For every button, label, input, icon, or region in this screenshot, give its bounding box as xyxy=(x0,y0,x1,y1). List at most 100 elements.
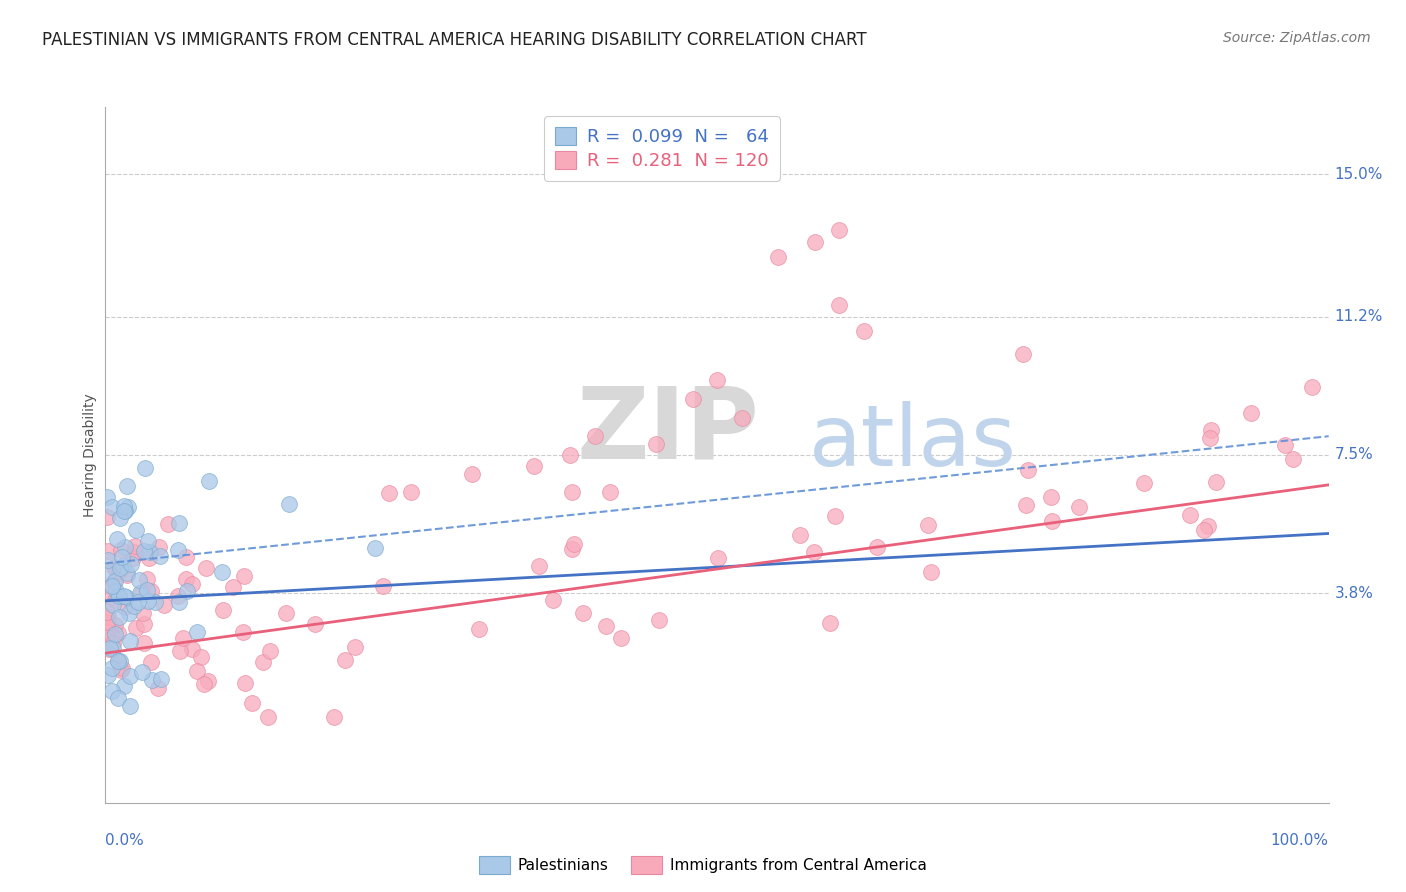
Point xyxy=(96,490,118,504)
Point xyxy=(304,617,326,632)
Point xyxy=(103,559,125,574)
Point xyxy=(527,558,550,573)
Point xyxy=(193,677,215,691)
Point xyxy=(259,644,281,658)
Point xyxy=(648,614,671,628)
Point xyxy=(112,504,135,518)
Point xyxy=(101,590,124,604)
Point xyxy=(100,579,122,593)
Point xyxy=(378,486,401,500)
Point xyxy=(768,250,790,264)
Point xyxy=(707,551,730,566)
Point xyxy=(167,516,190,531)
Point xyxy=(153,598,176,612)
Text: 3.8%: 3.8% xyxy=(1334,586,1374,601)
Point xyxy=(541,593,564,607)
Point xyxy=(1274,438,1296,452)
Point xyxy=(198,474,221,488)
Point xyxy=(322,710,344,724)
Point xyxy=(828,298,851,312)
Point xyxy=(97,668,120,682)
Point xyxy=(104,627,127,641)
Point xyxy=(139,544,162,558)
Point xyxy=(167,594,190,608)
Point xyxy=(1199,423,1222,437)
Point xyxy=(1040,490,1063,504)
Point xyxy=(118,668,141,682)
Point xyxy=(1040,514,1063,528)
Point xyxy=(186,664,208,678)
Point xyxy=(232,625,254,640)
Point xyxy=(180,642,202,657)
Point xyxy=(141,655,163,669)
Point xyxy=(1178,508,1201,523)
Point xyxy=(195,561,218,575)
Point xyxy=(125,622,148,636)
Point xyxy=(97,641,120,656)
Point xyxy=(112,679,135,693)
Point xyxy=(852,325,875,339)
Text: 7.5%: 7.5% xyxy=(1334,448,1374,462)
Point xyxy=(110,663,132,677)
Point xyxy=(131,585,153,599)
Point xyxy=(222,580,245,594)
Point xyxy=(1205,475,1227,489)
Point xyxy=(1017,463,1039,477)
Point xyxy=(114,599,136,614)
Point xyxy=(108,561,131,575)
Point xyxy=(103,593,125,607)
Point xyxy=(103,575,125,590)
Point xyxy=(149,549,172,563)
Point xyxy=(363,541,385,556)
Point xyxy=(172,631,194,645)
Point xyxy=(920,566,942,580)
Point xyxy=(96,606,118,620)
Point xyxy=(232,568,254,582)
Point xyxy=(108,654,131,668)
Point xyxy=(135,582,157,597)
Point xyxy=(468,623,491,637)
Point xyxy=(186,625,208,640)
Point xyxy=(167,543,190,558)
Point xyxy=(136,572,159,586)
Point xyxy=(789,528,811,542)
Point xyxy=(176,584,198,599)
Point xyxy=(129,586,152,600)
Point xyxy=(125,523,148,537)
Point xyxy=(166,589,188,603)
Point xyxy=(107,609,129,624)
Point xyxy=(373,579,395,593)
Point xyxy=(103,617,125,632)
Text: 15.0%: 15.0% xyxy=(1334,167,1384,182)
Point xyxy=(117,567,139,582)
Point xyxy=(240,696,263,710)
Point xyxy=(138,550,160,565)
Point xyxy=(115,590,138,604)
Point xyxy=(108,511,131,525)
Point xyxy=(105,532,128,546)
Point xyxy=(100,661,122,675)
Point xyxy=(1301,380,1323,394)
Point xyxy=(148,540,170,554)
Point xyxy=(522,459,544,474)
Point xyxy=(96,510,118,524)
Point xyxy=(1240,406,1263,420)
Point xyxy=(682,392,704,406)
Point xyxy=(108,564,131,578)
Point xyxy=(917,518,939,533)
Point xyxy=(134,635,156,649)
Point xyxy=(103,630,125,644)
Text: 0.0%: 0.0% xyxy=(105,833,145,847)
Point xyxy=(644,436,668,450)
Point xyxy=(1198,431,1220,445)
Point xyxy=(595,619,617,633)
Point xyxy=(103,641,125,656)
Point xyxy=(561,541,583,556)
Point xyxy=(1132,476,1154,491)
Point xyxy=(100,683,122,698)
Point xyxy=(98,640,121,655)
Point xyxy=(124,539,146,553)
Point xyxy=(730,410,752,425)
Point xyxy=(111,550,134,565)
Point xyxy=(181,576,204,591)
